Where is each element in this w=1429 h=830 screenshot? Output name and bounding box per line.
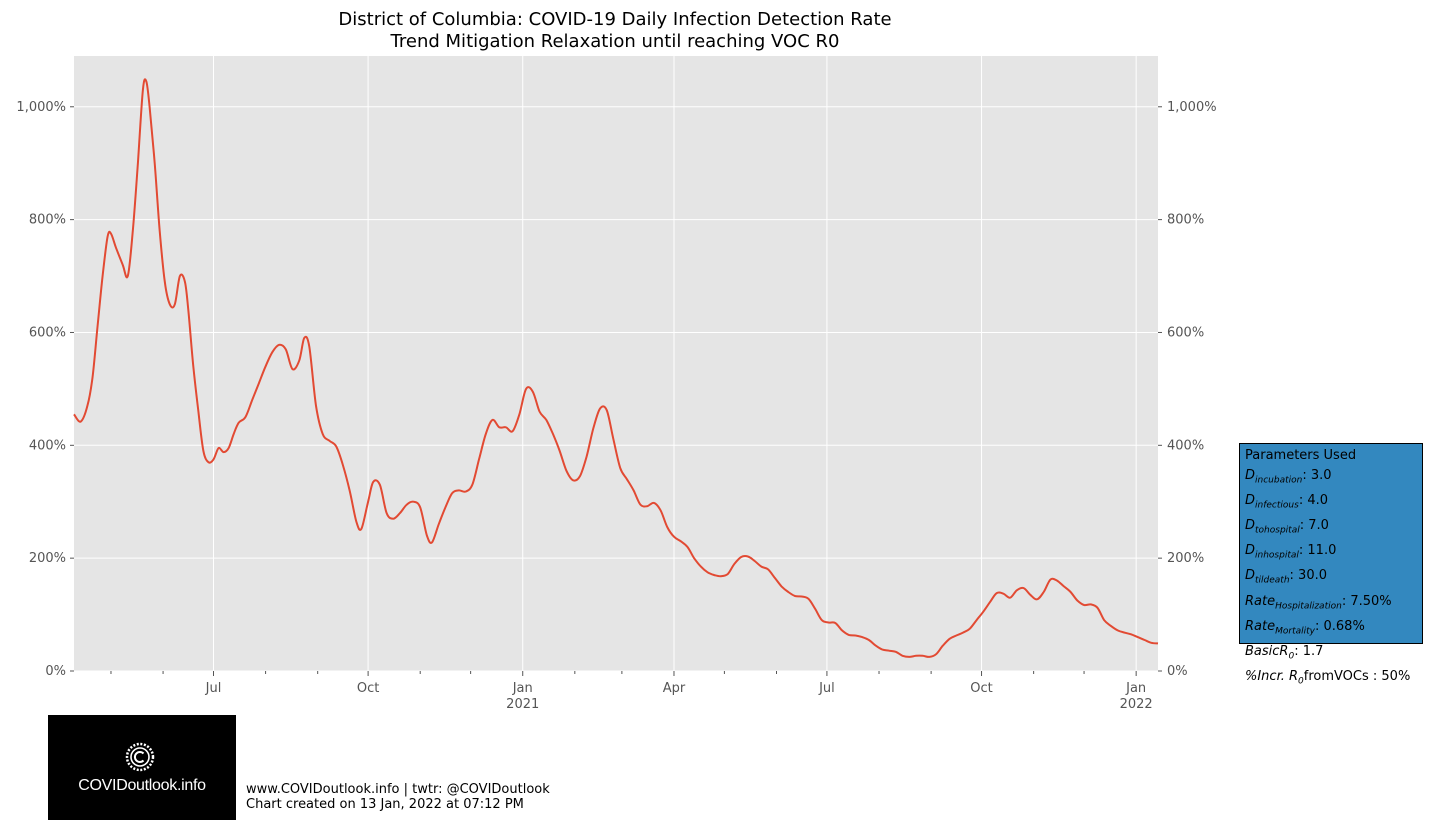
footer: www.COVIDoutlook.info | twtr: @COVIDoutl…	[246, 782, 550, 812]
parameter-subscript: inhospital	[1255, 550, 1299, 561]
footer-created: Chart created on 13 Jan, 2022 at 07:12 P…	[246, 797, 524, 812]
plot-area	[74, 56, 1158, 671]
y-tick-label-right: 0%	[1167, 664, 1188, 679]
y-tick-label-right: 600%	[1167, 325, 1204, 340]
chart-title: District of Columbia: COVID-19 Daily Inf…	[338, 9, 891, 30]
parameter-symbol: Rate	[1245, 593, 1276, 609]
y-tick-label-left: 400%	[29, 438, 66, 453]
parameter-symbol: D	[1245, 492, 1256, 508]
series-line-detection-rate	[73, 78, 1159, 658]
covid-logo-icon	[125, 742, 155, 772]
axes: 0% 0% 200% 200% 400% 400% 600% 600% 800% 800% 1,00…	[16, 100, 1216, 712]
x-tick-label: Jul	[818, 681, 835, 696]
y-tick-label-right: 400%	[1167, 438, 1204, 453]
parameter-value: : 0.68%	[1314, 618, 1365, 634]
y-tick-label-left: 0%	[45, 664, 66, 679]
parameter-value: fromVOCs : 50%	[1303, 669, 1411, 685]
parameter-row: Dinhospital: 11.0	[1245, 541, 1417, 566]
parameter-row: RateMortality: 0.68%	[1245, 617, 1417, 642]
parameters-list: Dincubation: 3.0 Dinfectious: 4.0 Dtohospi…	[1245, 466, 1417, 693]
x-tick-label: Oct	[357, 681, 379, 696]
parameter-row: Dincubation: 3.0	[1245, 466, 1417, 491]
x-tick-year-label: 2022	[1120, 697, 1153, 712]
parameter-value: : 1.7	[1294, 643, 1324, 659]
parameter-row: %Incr. R0fromVOCs : 50%	[1245, 667, 1417, 692]
parameter-subscript: 0	[1298, 676, 1304, 687]
x-tick-label: Jul	[205, 681, 222, 696]
x-tick-label: Jan	[512, 681, 533, 696]
y-tick-label-left: 600%	[29, 325, 66, 340]
parameter-subscript: Mortality	[1275, 626, 1315, 637]
x-tick-label: Jan	[1125, 681, 1146, 696]
parameter-value: : 7.0	[1299, 517, 1329, 533]
parameter-value: : 4.0	[1298, 492, 1328, 508]
parameter-symbol: D	[1245, 568, 1256, 584]
x-tick-year-label: 2021	[506, 697, 539, 712]
grid	[74, 56, 1158, 672]
logo: COVIDoutlook.info	[48, 715, 236, 820]
parameter-symbol: BasicR	[1245, 643, 1289, 659]
parameter-subscript: tildeath	[1255, 575, 1290, 586]
parameter-value: : 11.0	[1298, 543, 1337, 559]
y-tick-label-left: 800%	[29, 213, 66, 228]
parameter-value: : 30.0	[1289, 568, 1328, 584]
parameters-box: Parameters Used Dincubation: 3.0 Dinfecti…	[1239, 443, 1423, 687]
parameter-subscript: tohospital	[1255, 525, 1300, 536]
x-tick-label: Oct	[970, 681, 992, 696]
parameter-subscript: incubation	[1255, 475, 1303, 486]
x-tick-label: Apr	[663, 681, 686, 696]
chart-subtitle: Trend Mitigation Relaxation until reachi…	[390, 31, 840, 52]
y-tick-label-right: 800%	[1167, 213, 1204, 228]
parameter-subscript: 0	[1288, 651, 1295, 662]
parameter-row: Dtohospital: 7.0	[1245, 516, 1417, 541]
parameter-symbol: %Incr. R	[1245, 669, 1299, 685]
y-tick-label-right: 200%	[1167, 551, 1204, 566]
parameter-row: RateHospitalization: 7.50%	[1245, 592, 1417, 617]
parameter-row: BasicR0: 1.7	[1245, 642, 1417, 667]
series-layer	[73, 78, 1159, 658]
parameter-row: Dtildeath: 30.0	[1245, 566, 1417, 591]
parameter-subscript: infectious	[1255, 500, 1299, 511]
parameter-symbol: D	[1245, 543, 1256, 559]
y-tick-label-right: 1,000%	[1167, 100, 1217, 115]
parameter-symbol: Rate	[1245, 618, 1276, 634]
logo-text: COVIDoutlook.info	[78, 777, 206, 794]
parameters-title: Parameters Used	[1245, 448, 1357, 463]
parameter-symbol: D	[1245, 517, 1256, 533]
parameter-row: Dinfectious: 4.0	[1245, 491, 1417, 516]
y-tick-label-left: 200%	[29, 551, 66, 566]
footer-links: www.COVIDoutlook.info | twtr: @COVIDoutl…	[246, 782, 550, 797]
parameter-subscript: Hospitalization	[1275, 601, 1342, 612]
parameter-value: : 7.50%	[1341, 593, 1392, 609]
y-tick-label-left: 1,000%	[16, 100, 66, 115]
parameter-value: : 3.0	[1302, 467, 1332, 483]
parameter-symbol: D	[1245, 467, 1256, 483]
